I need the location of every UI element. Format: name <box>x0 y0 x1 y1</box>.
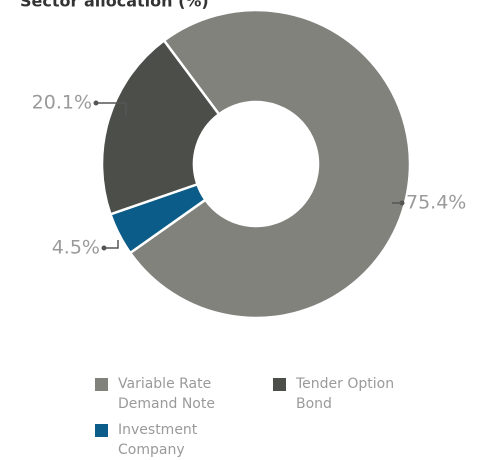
leader-dot <box>101 245 107 251</box>
data-label: 20.1% <box>32 92 92 114</box>
leader-dot <box>399 200 405 206</box>
legend-item: Variable Rate Demand Note <box>95 374 228 414</box>
data-label: 75.4% <box>406 192 466 214</box>
leader-dot <box>93 100 99 106</box>
donut-slice <box>100 38 221 216</box>
data-label: 4.5% <box>52 237 100 259</box>
legend-item: Investment Company <box>95 420 228 460</box>
legend-swatch <box>95 424 108 437</box>
legend-label: Variable Rate Demand Note <box>118 376 215 412</box>
legend-label: Tender Option Bond <box>296 376 395 412</box>
legend-item: Tender Option Bond <box>273 374 406 414</box>
leader-line <box>96 102 127 115</box>
leader-line <box>104 240 119 249</box>
chart-title: Sector allocation (%) <box>20 0 209 11</box>
legend-swatch <box>273 378 286 391</box>
legend-swatch <box>95 378 108 391</box>
legend-label: Investment Company <box>118 422 198 458</box>
